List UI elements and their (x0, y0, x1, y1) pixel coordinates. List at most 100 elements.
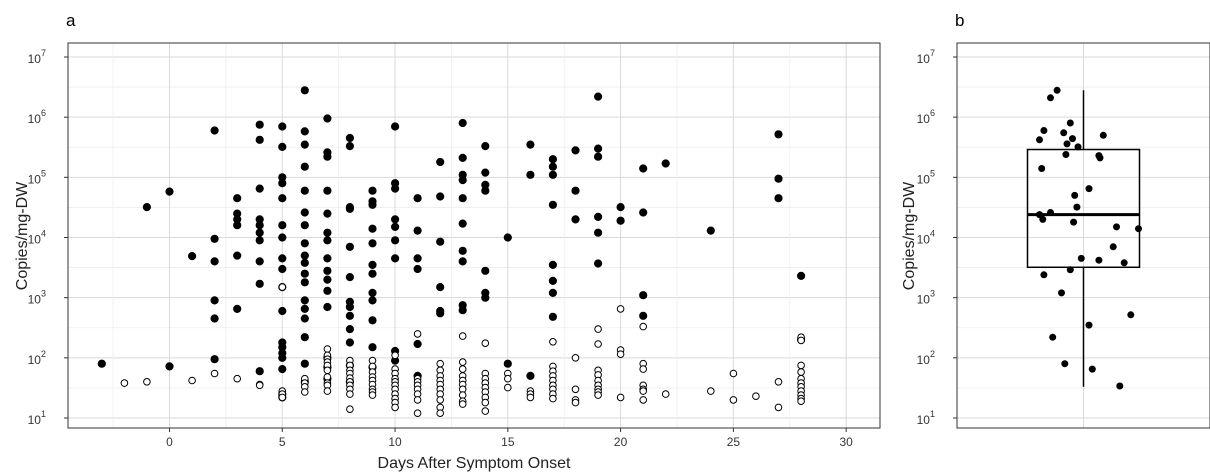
filled-data-point (210, 257, 219, 266)
filled-data-point (526, 140, 535, 149)
panel-a-x-tick-label: 10 (388, 435, 402, 449)
jitter-data-point (1095, 256, 1103, 264)
filled-data-point (593, 92, 603, 101)
filled-data-point (458, 194, 467, 203)
open-data-point (233, 374, 241, 383)
filled-data-point (413, 254, 422, 263)
jitter-data-point (1063, 140, 1071, 148)
filled-data-point (255, 120, 264, 129)
open-data-point (639, 365, 648, 373)
panel-b-data-points (1036, 86, 1142, 390)
panel-b-y-tick-label: 102 (917, 349, 935, 367)
panel-b-y-tick-label: 107 (917, 48, 935, 66)
panel-a-y-tick-exponent: 6 (41, 108, 46, 118)
filled-data-point (323, 254, 332, 263)
jitter-data-point (1060, 129, 1068, 137)
panel-b-y-tick-base: 10 (917, 233, 931, 247)
jitter-data-point (1116, 382, 1124, 390)
filled-data-point (255, 367, 264, 376)
filled-data-point (278, 122, 287, 131)
jitter-data-point (1074, 143, 1082, 151)
filled-data-point (503, 233, 512, 242)
filled-data-point (436, 192, 445, 201)
panel-b-y-tick-exponent: 7 (930, 48, 935, 58)
jitter-data-point (1069, 135, 1076, 143)
open-data-point (458, 400, 467, 408)
jitter-data-point (1135, 225, 1142, 233)
filled-data-point (593, 228, 603, 237)
filled-data-point (481, 168, 490, 177)
open-data-point (594, 340, 602, 348)
filled-data-point (368, 296, 377, 305)
open-data-point (526, 393, 535, 402)
filled-data-point (774, 174, 783, 183)
open-data-point (616, 393, 625, 402)
open-data-point (661, 390, 670, 398)
filled-data-point (616, 203, 625, 212)
filled-data-point (390, 122, 400, 131)
open-data-point (458, 332, 467, 340)
panel-a-y-tick-label: 101 (28, 409, 46, 427)
filled-data-point (368, 200, 377, 209)
open-data-point (481, 398, 490, 407)
filled-data-point (278, 264, 287, 274)
open-data-point (458, 365, 467, 373)
panel-a-y-tick-base: 10 (28, 233, 42, 247)
filled-data-point (255, 279, 264, 288)
panel-a-x-tick-labels: 0 5 10 15 20 25 30 (166, 428, 853, 449)
filled-data-point (278, 221, 287, 230)
filled-data-point (300, 140, 309, 149)
filled-data-point (210, 234, 219, 243)
panel-b-y-tick-exponent: 5 (930, 168, 935, 178)
panel-a-plot-frame (67, 42, 881, 429)
filled-data-point (255, 135, 264, 144)
filled-data-point (300, 359, 309, 368)
filled-data-point (481, 293, 490, 302)
filled-data-point (481, 142, 490, 151)
open-data-point (413, 409, 422, 418)
panel-a-x-axis-title: Days After Symptom Onset (378, 455, 572, 472)
filled-data-point (142, 203, 151, 212)
jitter-data-point (1066, 266, 1074, 274)
open-data-point (571, 398, 580, 407)
open-data-point (707, 387, 715, 395)
filled-data-point (233, 251, 242, 260)
filled-data-point (188, 252, 197, 261)
panel-a-y-tick-label: 103 (28, 289, 46, 307)
filled-data-point (368, 260, 377, 269)
filled-data-point (278, 142, 287, 151)
filled-data-point (255, 184, 264, 193)
filled-data-point (639, 291, 648, 300)
filled-data-point (323, 302, 332, 312)
open-data-point (188, 376, 196, 385)
filled-data-point (323, 209, 332, 218)
open-data-point (774, 378, 783, 386)
filled-data-point (165, 187, 174, 196)
panel-b-y-tick-label: 105 (917, 168, 935, 186)
filled-data-point (278, 353, 287, 362)
jitter-data-point (1096, 154, 1104, 162)
filled-data-point (639, 164, 648, 173)
open-data-point (255, 381, 264, 390)
open-data-point (616, 350, 625, 359)
filled-data-point (571, 186, 580, 195)
filled-data-point (345, 338, 354, 347)
filled-data-point (458, 153, 467, 162)
jitter-data-point (1049, 333, 1057, 341)
open-data-point (436, 359, 445, 368)
jitter-data-point (1040, 271, 1048, 279)
filled-data-point (368, 224, 377, 233)
filled-data-point (413, 226, 422, 235)
jitter-data-point (1061, 360, 1069, 368)
filled-data-point (616, 216, 625, 225)
panel-a-y-tick-base: 10 (28, 413, 42, 427)
jitter-data-point (1039, 215, 1047, 223)
panel-b-y-tick-exponent: 6 (930, 108, 935, 118)
open-data-point (639, 322, 648, 331)
open-data-point (346, 405, 354, 414)
filled-data-point (300, 269, 309, 278)
filled-data-point (458, 176, 467, 185)
panel-a-x-tick-label: 0 (166, 435, 173, 449)
